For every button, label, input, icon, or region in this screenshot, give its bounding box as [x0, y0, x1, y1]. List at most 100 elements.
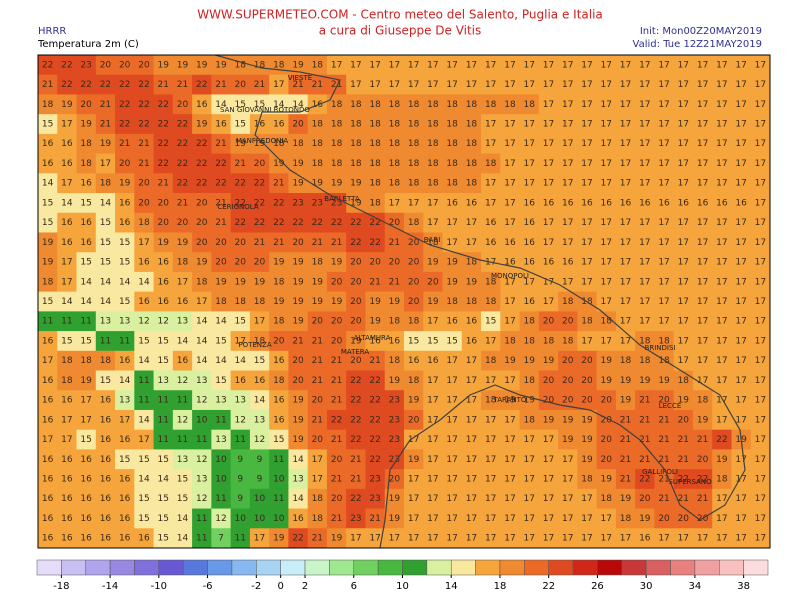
temp-label: 16 — [523, 198, 535, 208]
temp-cell — [596, 409, 617, 431]
temp-cell — [654, 212, 675, 233]
temp-label: 17 — [446, 415, 457, 425]
temp-cell — [615, 271, 636, 293]
temp-label: 18 — [61, 356, 73, 366]
temp-label: 17 — [504, 415, 515, 425]
temp-cell — [558, 193, 578, 214]
temp-cell — [731, 449, 752, 470]
temp-label: 20 — [581, 356, 593, 366]
temp-label: 17 — [639, 258, 650, 268]
temp-cell — [750, 173, 771, 194]
temp-label: 17 — [523, 435, 534, 445]
temp-cell — [654, 232, 675, 253]
temp-cell — [538, 232, 559, 253]
temp-cell — [635, 528, 655, 549]
temp-label: 16 — [427, 356, 439, 366]
temp-cell — [269, 409, 289, 431]
temp-label: 17 — [562, 494, 573, 504]
temp-cell — [307, 291, 328, 312]
temp-cell — [577, 528, 598, 549]
temp-label: 19 — [620, 396, 632, 406]
temp-cell — [423, 449, 444, 470]
temp-cell — [326, 331, 347, 352]
temp-label: 14 — [42, 179, 54, 189]
temp-cell — [442, 55, 463, 76]
temp-cell — [38, 55, 58, 76]
temp-cell — [538, 133, 559, 155]
temp-cell — [519, 449, 540, 470]
temp-label: 17 — [697, 120, 708, 130]
temp-label: 15 — [80, 258, 91, 268]
temp-cell — [307, 114, 328, 135]
temp-cell — [384, 94, 405, 115]
colorbar-box — [158, 559, 184, 576]
temp-label: 17 — [581, 514, 592, 524]
temp-cell — [673, 114, 694, 135]
temp-label: 17 — [658, 139, 669, 149]
temp-label: 15 — [42, 218, 53, 228]
temp-label: 20 — [369, 258, 381, 268]
temp-cell — [615, 173, 636, 194]
temp-label: 20 — [235, 258, 247, 268]
temp-label: 19 — [369, 297, 381, 307]
temp-cell — [442, 528, 463, 549]
temp-label: 18 — [408, 376, 420, 386]
temp-label: 21 — [658, 415, 669, 425]
temp-cell — [153, 429, 174, 450]
temp-cell — [712, 173, 732, 194]
temp-cell — [558, 94, 578, 115]
temp-label: 9 — [237, 474, 243, 484]
temp-cell — [519, 212, 540, 233]
temp-cell — [57, 528, 78, 549]
colorbar-box — [402, 559, 428, 576]
temp-label: 17 — [350, 80, 361, 90]
temp-cell — [442, 153, 463, 174]
temp-label: 21 — [312, 336, 323, 346]
temp-label: 17 — [196, 297, 207, 307]
temp-cell — [384, 350, 405, 372]
temp-cell — [692, 173, 713, 194]
temp-cell — [76, 331, 97, 352]
temp-label: 21 — [312, 534, 323, 544]
temp-cell — [269, 94, 289, 115]
temp-cell — [38, 271, 58, 293]
temp-label: 19 — [292, 435, 304, 445]
temp-cell — [481, 528, 501, 549]
temp-label: 21 — [215, 218, 226, 228]
temp-cell — [481, 409, 501, 431]
temp-cell — [423, 173, 444, 194]
temp-label: 19 — [177, 60, 189, 70]
temp-cell — [731, 212, 752, 233]
temp-cell — [192, 232, 212, 253]
temp-label: 17 — [504, 297, 515, 307]
temp-label: 21 — [620, 474, 631, 484]
temp-label: 20 — [601, 415, 613, 425]
temp-cell — [673, 271, 694, 293]
temp-cell — [269, 114, 289, 135]
temp-label: 11 — [157, 435, 168, 445]
temp-cell — [461, 469, 482, 490]
temp-label: 19 — [389, 297, 401, 307]
temp-label: 11 — [157, 396, 168, 406]
temp-label: 15 — [273, 435, 284, 445]
temp-label: 17 — [427, 396, 438, 406]
temp-cell — [192, 252, 212, 273]
temp-label: 17 — [446, 238, 457, 248]
temp-label: 17 — [446, 494, 457, 504]
temp-cell — [500, 212, 521, 233]
temp-label: 17 — [446, 435, 457, 445]
colorbar-box — [36, 559, 62, 576]
temp-cell — [500, 488, 521, 510]
temp-label: 14 — [273, 100, 285, 110]
temp-label: 22 — [61, 80, 72, 90]
temp-cell — [211, 370, 232, 391]
colorbar-label: 38 — [737, 581, 750, 592]
temp-cell — [692, 370, 713, 391]
temp-cell — [76, 528, 97, 549]
temp-cell — [712, 133, 732, 155]
temp-cell — [577, 350, 598, 372]
temp-cell — [95, 331, 116, 352]
temp-cell — [326, 370, 347, 391]
temp-cell — [249, 409, 270, 431]
colorbar-label: -10 — [151, 581, 167, 592]
